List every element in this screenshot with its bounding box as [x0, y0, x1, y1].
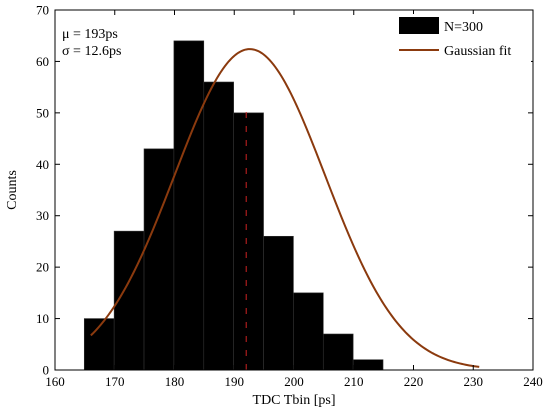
histogram-bar [233, 112, 264, 371]
legend-label-bars: N=300 [444, 20, 483, 35]
histogram-bar [263, 235, 294, 371]
sigma-label: σ = 12.6ps [62, 44, 121, 59]
y-tick-label: 50 [36, 105, 49, 120]
histogram-bar [352, 359, 384, 371]
y-tick-label: 40 [36, 157, 49, 172]
y-ticks: 0 10 20 30 40 50 60 70 [36, 3, 533, 378]
legend: N=300 Gaussian fit [391, 14, 531, 66]
y-tick-label: 30 [36, 208, 49, 223]
y-tick-label: 70 [36, 3, 49, 18]
x-tick-label: 230 [464, 374, 484, 389]
x-tick-label: 180 [165, 374, 185, 389]
x-tick-label: 170 [105, 374, 125, 389]
y-tick-label: 10 [36, 311, 49, 326]
x-tick-label: 190 [225, 374, 245, 389]
x-tick-label: 240 [523, 374, 543, 389]
legend-label-fit: Gaussian fit [444, 44, 511, 59]
y-tick-label: 20 [36, 260, 49, 275]
x-axis-title: TDC Tbin [ps] [253, 393, 336, 408]
histogram-bar [203, 81, 234, 371]
x-tick-label: 220 [404, 374, 424, 389]
mu-label: μ = 193ps [62, 27, 118, 42]
histogram-bars [83, 40, 384, 371]
legend-swatch-bar [399, 17, 439, 34]
histogram-bar [322, 333, 354, 371]
x-tick-label: 200 [284, 374, 304, 389]
gaussian-fit-curve [90, 48, 480, 368]
fit-layer [90, 48, 480, 368]
y-tick-label: 0 [43, 363, 50, 378]
y-axis-title: Counts [5, 170, 20, 210]
x-tick-label: 160 [45, 374, 65, 389]
histogram-bar [173, 40, 205, 371]
histogram-bar [143, 148, 175, 371]
y-tick-label: 60 [36, 54, 49, 69]
x-tick-label: 210 [344, 374, 364, 389]
histogram-bar [293, 292, 324, 371]
